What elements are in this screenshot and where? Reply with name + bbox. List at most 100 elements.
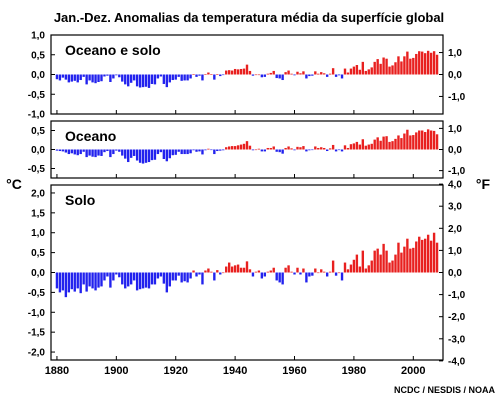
- bar-0-1969: [320, 72, 323, 75]
- bar-2-1979: [349, 264, 353, 273]
- bar-1-1975: [337, 149, 341, 151]
- bar-1-1987: [373, 139, 376, 150]
- bar-0-1922: [180, 74, 183, 81]
- bar-2-1961: [296, 267, 299, 273]
- bar-1-1937: [225, 147, 228, 150]
- bar-1-1918: [168, 149, 171, 159]
- bar-1-1903: [124, 149, 127, 159]
- bar-0-1893: [94, 74, 97, 84]
- yrtick-label-2-5: -1,0: [448, 290, 466, 301]
- bar-1-1967: [314, 146, 317, 150]
- bar-2-1984: [364, 268, 367, 273]
- bar-0-1894: [97, 74, 100, 82]
- bar-0-1967: [314, 71, 317, 75]
- bar-2-1900: [115, 272, 118, 275]
- bar-2-1917: [165, 272, 169, 293]
- bar-2-1963: [302, 268, 305, 273]
- panel-title-2: Solo: [65, 192, 95, 208]
- bar-1-1974: [334, 149, 338, 152]
- yrtick-label-2-3: 1,0: [448, 246, 462, 257]
- bar-2-1969: [320, 269, 323, 273]
- bar-1-1986: [370, 143, 373, 150]
- ytick-label-1-2: -0,5: [28, 164, 46, 175]
- bar-1-1896: [103, 149, 106, 153]
- bar-1-1906: [132, 149, 136, 156]
- bar-1-1985: [367, 144, 370, 150]
- bar-0-1932: [210, 74, 213, 75]
- bar-2-1891: [88, 272, 91, 287]
- bar-0-1941: [236, 69, 240, 75]
- bar-1-1898: [109, 149, 112, 158]
- bar-2-1934: [216, 270, 219, 273]
- yrtick-label-2-2: 2,0: [448, 224, 462, 235]
- bar-0-1978: [346, 72, 350, 75]
- bar-0-1960: [293, 74, 296, 76]
- bar-2-1996: [400, 252, 403, 273]
- bar-2-1906: [132, 272, 136, 281]
- bar-0-1984: [364, 70, 367, 75]
- bar-2-1989: [379, 254, 382, 273]
- bar-2-2000: [412, 247, 415, 273]
- bar-2-1995: [397, 242, 400, 273]
- bar-2-1918: [168, 272, 171, 287]
- bar-2-1942: [239, 267, 243, 273]
- bar-2-2001: [415, 241, 418, 273]
- ytick-label-0-1: 0,5: [31, 50, 45, 61]
- bar-1-1904: [127, 149, 130, 163]
- bar-2-1890: [85, 272, 88, 292]
- bar-2-1928: [198, 272, 201, 275]
- yrtick-label-2-8: -4,0: [448, 356, 466, 367]
- bar-2-1889: [82, 272, 85, 285]
- bar-1-1901: [118, 149, 121, 152]
- bar-1-1962: [299, 147, 302, 150]
- bar-2-1999: [409, 248, 412, 273]
- bar-0-1931: [207, 72, 210, 75]
- bar-0-1908: [138, 74, 142, 88]
- bar-2-1987: [373, 250, 376, 273]
- bar-0-1971: [325, 74, 329, 77]
- bar-1-1887: [76, 149, 79, 156]
- bar-2-1904: [127, 272, 130, 287]
- yrtick-label-0-0: 1,0: [448, 48, 462, 59]
- bar-1-1992: [388, 141, 391, 150]
- bar-2-1965: [308, 272, 311, 277]
- bar-2-1881: [58, 272, 62, 293]
- bar-0-1903: [124, 74, 127, 85]
- bar-1-1917: [165, 149, 169, 162]
- bar-2-1936: [222, 272, 225, 274]
- bar-0-1966: [311, 74, 314, 76]
- bar-1-1892: [91, 149, 94, 157]
- yrtick-label-0-2: -1,0: [448, 92, 466, 103]
- bar-1-1888: [79, 149, 82, 155]
- bar-0-1902: [121, 74, 124, 82]
- bar-2-2006: [429, 240, 433, 273]
- bar-1-1912: [150, 149, 154, 161]
- xtick-label-1900: 1900: [104, 365, 128, 377]
- yrtick-label-2-1: 3,0: [448, 202, 462, 213]
- bar-0-1991: [385, 58, 388, 75]
- bar-1-1952: [269, 147, 272, 150]
- bar-2-1883: [64, 272, 68, 298]
- bar-1-1979: [349, 144, 353, 150]
- bar-2-1888: [79, 272, 82, 294]
- bar-0-1917: [165, 74, 169, 88]
- bar-0-1934: [216, 74, 219, 75]
- bar-2-1953: [272, 267, 275, 273]
- bar-1-1883: [64, 149, 68, 153]
- bar-1-1953: [272, 146, 275, 150]
- bar-1-1940: [233, 146, 237, 150]
- bar-1-1958: [287, 146, 290, 150]
- bar-2-1903: [124, 272, 127, 289]
- bar-1-1922: [180, 149, 183, 155]
- bar-1-1981: [355, 141, 359, 150]
- bar-2-1911: [147, 272, 151, 289]
- bar-2-1913: [153, 272, 157, 285]
- bar-0-1901: [118, 74, 121, 78]
- bar-2-1983: [361, 250, 365, 273]
- ytick-label-0-2: 0,0: [31, 70, 45, 81]
- bar-0-1944: [245, 64, 249, 75]
- bar-2-1910: [144, 272, 148, 288]
- bar-2-1982: [358, 266, 362, 273]
- bar-1-1950: [263, 149, 267, 152]
